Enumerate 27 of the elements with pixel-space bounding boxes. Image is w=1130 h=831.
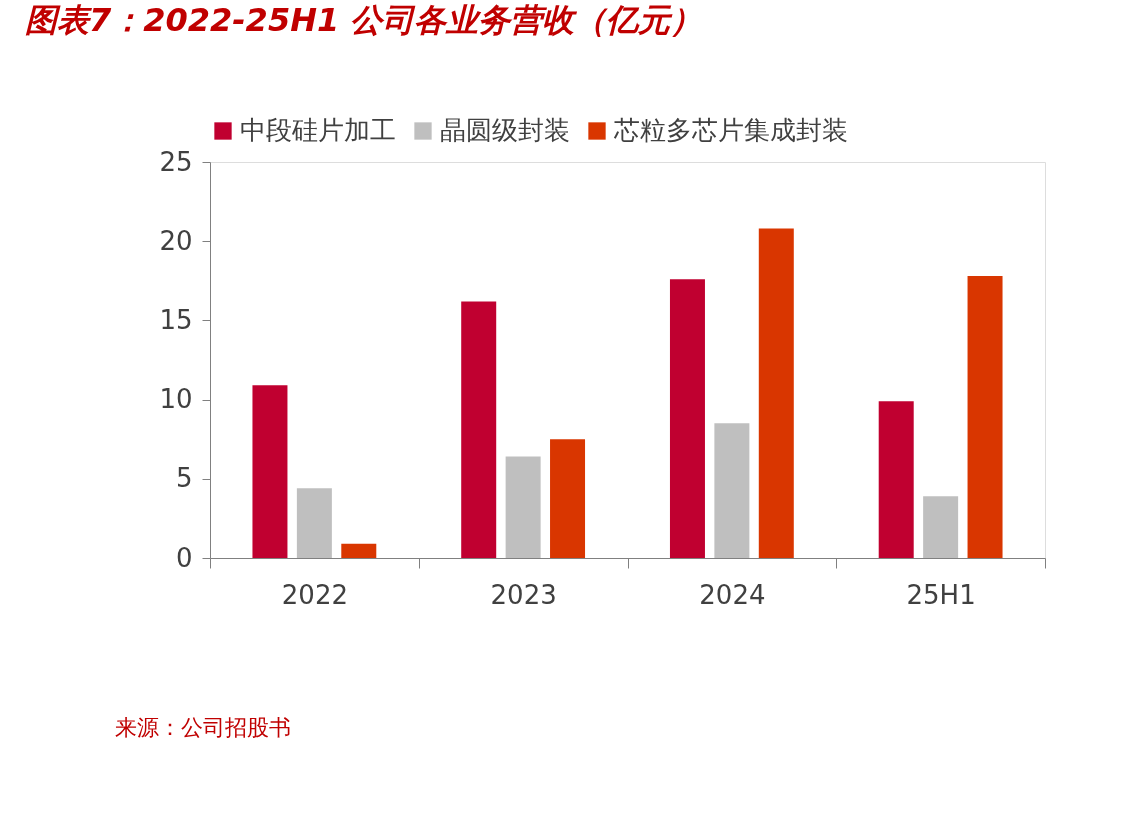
- y-tick-label: 0: [175, 542, 193, 573]
- chart-title: 图表7：2022-25H1 公司各业务营收（亿元）: [25, 1, 703, 39]
- bar: [296, 488, 332, 558]
- y-tick-label: 10: [159, 384, 193, 415]
- bar: [505, 456, 541, 558]
- source-note: 来源：公司招股书: [115, 715, 291, 740]
- bar: [252, 385, 288, 558]
- bar: [878, 401, 914, 558]
- bar: [714, 423, 750, 558]
- bar: [923, 496, 959, 558]
- y-tick-label: 15: [159, 304, 193, 335]
- x-tick-label: 25H1: [906, 579, 976, 610]
- bar: [758, 228, 794, 558]
- bar: [461, 301, 497, 558]
- bar: [341, 543, 377, 558]
- x-tick-label: 2022: [281, 579, 348, 610]
- bar: [669, 279, 705, 558]
- y-tick-label: 25: [159, 146, 193, 177]
- legend-label: 芯粒多芯片集成封装: [613, 115, 848, 145]
- bar: [550, 439, 586, 558]
- x-tick-label: 2024: [699, 579, 766, 610]
- legend-label: 中段硅片加工: [240, 115, 396, 145]
- y-tick-label: 20: [159, 225, 193, 256]
- legend-label: 晶圆级封装: [440, 115, 570, 145]
- y-tick-label: 5: [175, 463, 193, 494]
- bar: [967, 276, 1003, 558]
- x-tick-label: 2023: [490, 579, 557, 610]
